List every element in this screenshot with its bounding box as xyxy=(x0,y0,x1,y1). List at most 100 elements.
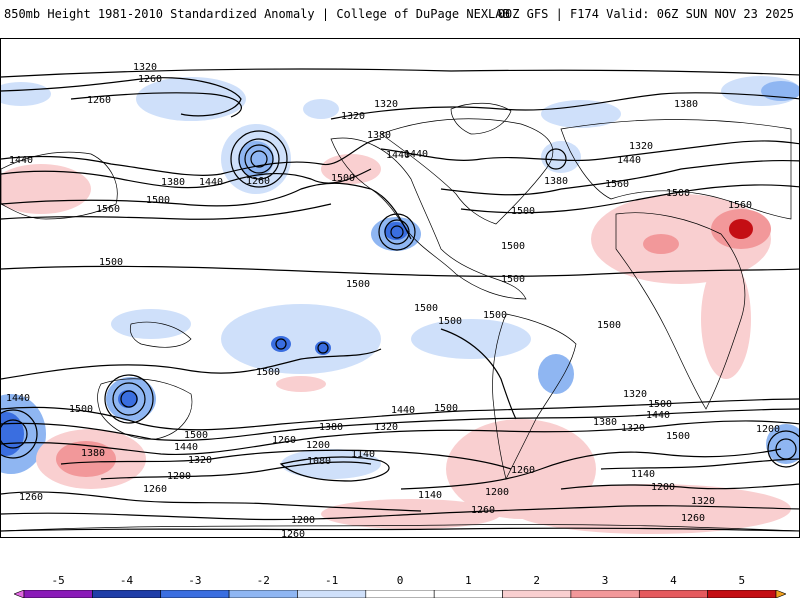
run-info: 00Z GFS | F174 Valid: 06Z SUN NOV 23 202… xyxy=(497,7,794,21)
colorbar-segment xyxy=(570,590,640,598)
anomaly-blob xyxy=(538,354,574,394)
contour-label: 1500 xyxy=(597,320,621,331)
asia-west xyxy=(1,151,118,220)
contour-label: 1260 xyxy=(87,95,111,106)
contour-line xyxy=(1,203,332,220)
low-center xyxy=(317,342,329,354)
anomaly-blob xyxy=(281,449,381,479)
low-center xyxy=(384,219,410,245)
contour-line xyxy=(330,92,799,120)
closed-lows xyxy=(1,130,799,468)
contour-line xyxy=(1,77,242,117)
contour-label: 1440 xyxy=(9,155,33,166)
colorbar-segment xyxy=(297,590,367,598)
anomaly-blob xyxy=(136,77,246,121)
colorbar-arrow-left xyxy=(14,590,25,598)
contour-label: 1500 xyxy=(331,173,355,184)
anomaly-blob xyxy=(56,441,116,477)
contour-line xyxy=(100,461,372,480)
low-center xyxy=(104,374,154,424)
contour-label: 1560 xyxy=(96,204,120,215)
height-contours xyxy=(1,68,799,532)
contour-label: 1500 xyxy=(434,403,458,414)
maritime-continent xyxy=(129,321,192,348)
contour-label: 1500 xyxy=(483,310,507,321)
map-svg: 1320 1260 1260 1320 1380 1320 1440 1440 … xyxy=(1,62,799,538)
contour-label: 1380 xyxy=(161,177,185,188)
contour-line xyxy=(600,458,799,470)
contour-label: 1500 xyxy=(511,206,535,217)
colorbar-segment xyxy=(502,590,572,598)
north-america-arctic xyxy=(380,118,554,225)
colorbar-arrow-right xyxy=(775,590,786,598)
colorbar-tick-label: 5 xyxy=(738,574,746,587)
contour-label: 1200 xyxy=(291,515,315,526)
contour-label: 1140 xyxy=(631,469,655,480)
contour-line xyxy=(70,92,242,118)
anomaly-map[interactable]: 1320 1260 1260 1320 1380 1320 1440 1440 … xyxy=(0,38,800,538)
contour-label: 1140 xyxy=(418,490,442,501)
contour-label: 1200 xyxy=(756,424,780,435)
contour-line xyxy=(1,505,799,521)
anomaly-blob xyxy=(276,376,326,392)
colorbar-segment xyxy=(160,590,230,598)
colorbar-tick-label: -5 xyxy=(51,574,65,587)
low-center xyxy=(775,438,797,460)
colorbar-segment xyxy=(365,590,435,598)
contour-label: 1260 xyxy=(511,465,535,476)
anomaly-blob xyxy=(111,309,191,339)
anomaly-blob xyxy=(766,424,799,464)
colorbar-tick-label: -4 xyxy=(119,574,134,587)
contour-line xyxy=(1,491,422,512)
contour-line xyxy=(460,184,799,214)
contour-label: 1380 xyxy=(367,130,391,141)
contour-label: 1500 xyxy=(501,274,525,285)
colorbar-segment xyxy=(707,590,777,598)
contour-label: 1380 xyxy=(593,417,617,428)
colorbar-tick-label: -3 xyxy=(188,574,202,587)
contour-label: 1500 xyxy=(346,279,370,290)
contour-label: 1320 xyxy=(188,455,212,466)
contour-label: 1560 xyxy=(728,200,752,211)
contour-label: 1380 xyxy=(544,176,568,187)
contour-label: 1440 xyxy=(646,410,670,421)
contour-label: 1200 xyxy=(306,440,330,451)
contour-label: 1260 xyxy=(138,74,162,85)
eurasia-coast xyxy=(560,119,792,220)
colorbar-tick-label: -2 xyxy=(256,574,270,587)
contour-label: 1440 xyxy=(6,393,30,404)
low-center xyxy=(275,338,287,350)
contour-label: 1260 xyxy=(281,529,305,538)
contour-label: 1440 xyxy=(617,155,641,166)
contour-line xyxy=(440,159,799,196)
south-america-coast xyxy=(492,313,577,481)
africa-coast xyxy=(615,212,746,410)
contour-line xyxy=(380,140,799,162)
contour-label: 1260 xyxy=(143,484,167,495)
low-center xyxy=(1,409,38,459)
contour-label: 1320 xyxy=(621,423,645,434)
anomaly-blob xyxy=(1,82,51,106)
contour-label: 1200 xyxy=(167,471,191,482)
contour-label: 1440 xyxy=(386,150,410,161)
contour-label: 1500 xyxy=(438,316,462,327)
contour-label: 1200 xyxy=(485,487,509,498)
contour-label: 1140 xyxy=(351,449,375,460)
contour-line xyxy=(1,68,799,78)
contour-label: 1500 xyxy=(99,257,123,268)
contour-label: 1260 xyxy=(681,513,705,524)
contour-label: 1380 xyxy=(81,448,105,459)
greenland-coast xyxy=(450,102,512,135)
contour-label: 1500 xyxy=(501,241,525,252)
contour-label: 1500 xyxy=(666,188,690,199)
colorbar-tick-label: 1 xyxy=(465,574,472,587)
contour-label: 1320 xyxy=(133,62,157,73)
contour-label: 1500 xyxy=(184,430,208,441)
anomaly-blob xyxy=(701,259,751,379)
contour-label: 1440 xyxy=(404,149,428,160)
contour-label: 1500 xyxy=(666,431,690,442)
colorbar-tick-label: 3 xyxy=(601,574,609,587)
contour-label: 1260 xyxy=(246,176,270,187)
contour-line xyxy=(400,448,782,490)
anomaly-blob xyxy=(1,164,91,214)
